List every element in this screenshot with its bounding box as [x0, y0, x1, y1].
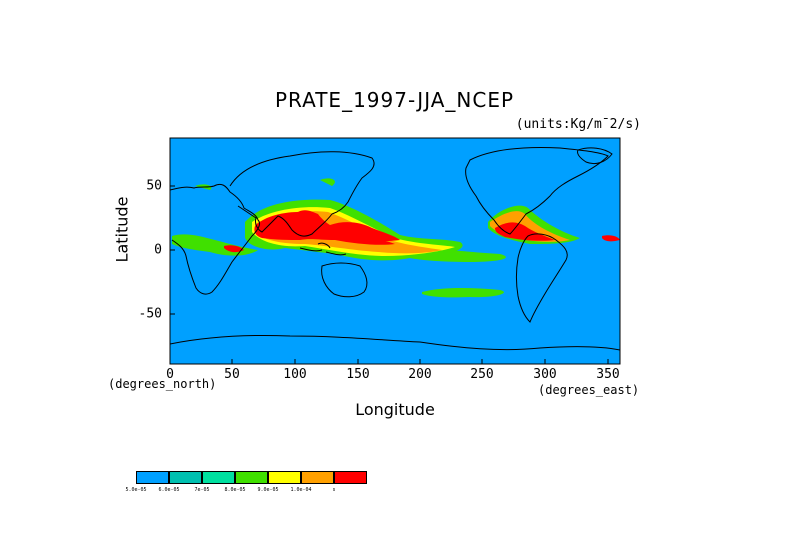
x-ticks	[169, 359, 609, 364]
legend-swatch	[301, 471, 334, 484]
precip-fields	[172, 178, 620, 298]
precip-core-atlantic	[602, 235, 620, 242]
legend-label: 8.0e-05	[224, 487, 246, 493]
legend-label: s	[332, 487, 336, 493]
y-tick-label: -50	[138, 306, 162, 322]
legend-swatch	[169, 471, 202, 484]
x-sublabel-right: (degrees_east)	[538, 383, 640, 397]
plot-frame	[169, 137, 621, 365]
x-tick-label: 300	[533, 367, 557, 382]
precip-region-south-pacific	[422, 287, 504, 298]
x-tick-label: 0	[166, 367, 174, 382]
legend-label: 9.0e-05	[257, 487, 279, 493]
precip-region-north-pacific	[320, 178, 335, 186]
legend-label: 5.0e-05	[125, 487, 147, 493]
x-sublabel-left: (degrees_north)	[108, 377, 217, 391]
x-axis-title: Longitude	[355, 400, 435, 419]
legend-swatch	[202, 471, 235, 484]
legend-swatch	[334, 471, 367, 484]
coastlines	[170, 147, 620, 351]
x-tick-label: 250	[470, 367, 494, 382]
x-tick-label: 100	[283, 367, 307, 382]
legend-swatch	[235, 471, 268, 484]
y-ticks	[170, 185, 175, 315]
units-label: (units:Kg/m¯2/s)	[515, 117, 641, 132]
legend-label: 1.0e-04	[290, 487, 312, 493]
y-tick-label: 50	[146, 178, 162, 194]
chart-title: PRATE_1997-JJA_NCEP	[274, 88, 515, 112]
x-tick-label: 50	[224, 367, 240, 382]
y-tick-label: 0	[154, 242, 162, 258]
precip-core-asia	[254, 210, 395, 245]
legend-swatch	[136, 471, 169, 484]
legend-swatch	[268, 471, 301, 484]
x-tick-label: 200	[408, 367, 432, 382]
precip-core-americas	[495, 222, 555, 241]
x-tick-label: 150	[346, 367, 370, 382]
legend-label: 7e-05	[194, 487, 210, 493]
precip-core-pacific	[330, 222, 400, 242]
x-tick-label: 350	[596, 367, 620, 382]
legend-label: 6.0e-05	[158, 487, 180, 493]
precip-core-africa	[224, 245, 244, 253]
